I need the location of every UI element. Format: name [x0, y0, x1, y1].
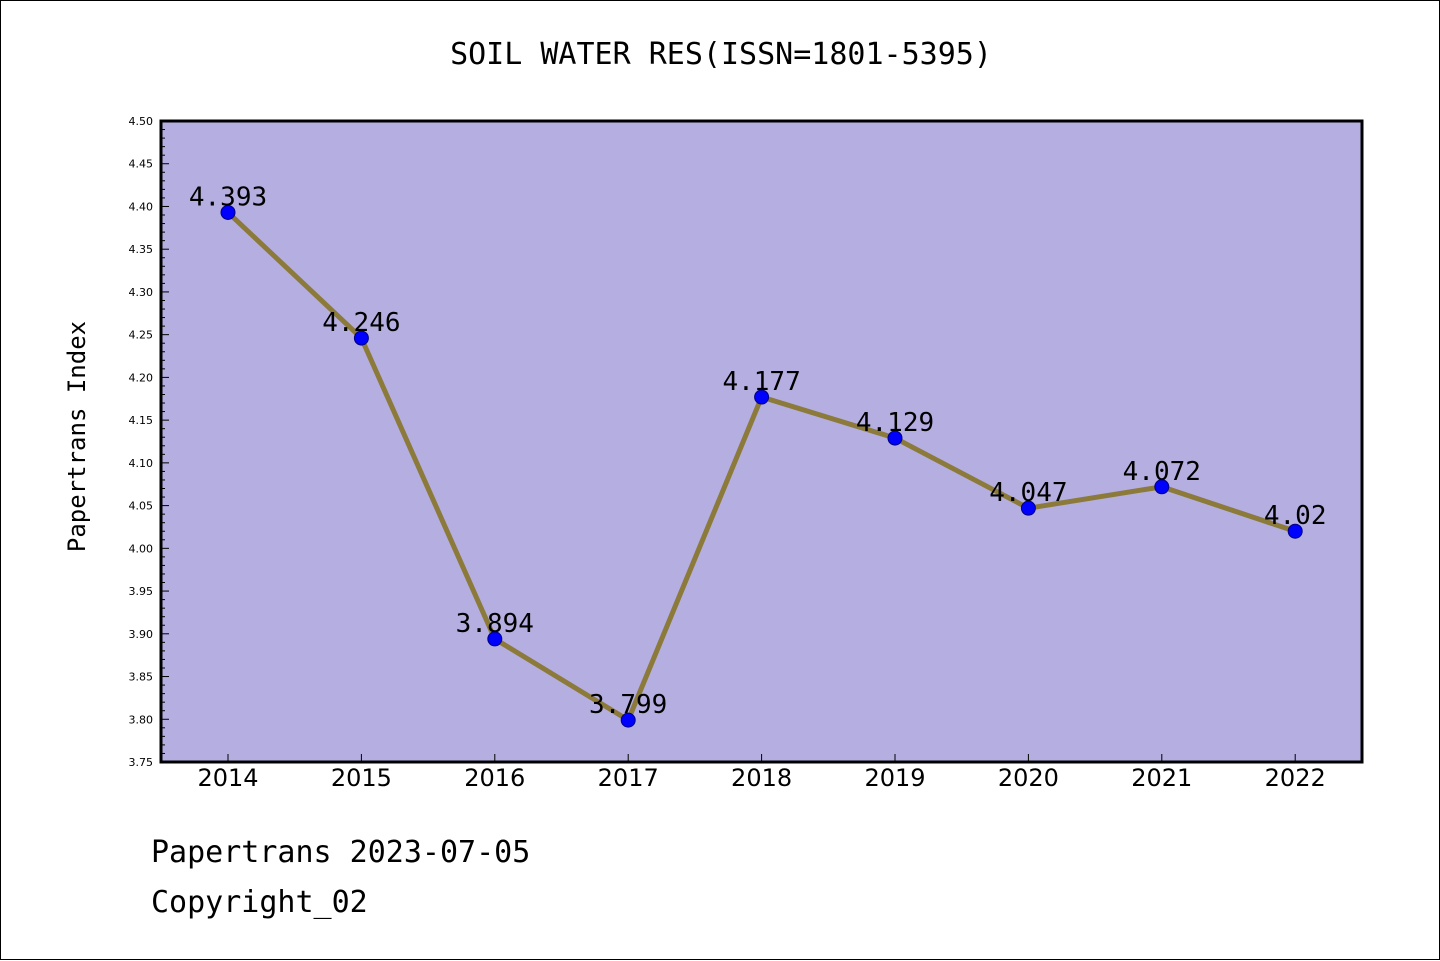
data-point	[1287, 523, 1303, 539]
data-label: 3.894	[456, 609, 534, 639]
data-point	[1020, 500, 1036, 516]
y-tick-label: 4.00	[129, 542, 154, 555]
data-point	[887, 430, 903, 446]
y-tick-label: 3.95	[129, 585, 154, 598]
y-tick-label: 4.35	[129, 243, 154, 256]
x-tick-label: 2015	[331, 764, 392, 792]
y-tick-label: 4.50	[129, 115, 154, 128]
y-tick-label: 3.85	[129, 671, 154, 684]
x-tick-label: 2016	[464, 764, 525, 792]
data-labels: 4.393 4.246 3.894 3.799 4.177 4.129 4.047 4.072…	[189, 182, 1327, 720]
data-point	[754, 389, 770, 405]
footer-date: Papertrans 2023-07-05	[151, 835, 531, 870]
x-tick-label: 2019	[864, 764, 925, 792]
data-label: 4.246	[322, 308, 400, 338]
y-tick-label: 3.75	[129, 756, 154, 769]
data-label: 4.072	[1123, 457, 1201, 487]
y-tick-label: 4.15	[129, 414, 154, 427]
data-point	[1154, 479, 1170, 495]
x-tick-label: 2017	[598, 764, 659, 792]
y-tick-label: 4.20	[129, 371, 154, 384]
data-label: 4.129	[856, 408, 934, 438]
x-tick-label: 2022	[1265, 764, 1326, 792]
x-tick-label: 2020	[998, 764, 1059, 792]
data-point	[620, 712, 636, 728]
y-tick-label: 4.30	[129, 286, 154, 299]
data-point	[353, 330, 369, 346]
chart-title: SOIL WATER RES(ISSN=1801-5395)	[450, 37, 992, 72]
data-label: 4.177	[722, 367, 800, 397]
x-tick-label: 2018	[731, 764, 792, 792]
plot-border	[159, 119, 1364, 764]
data-label: 4.047	[989, 478, 1067, 508]
markers	[220, 204, 1303, 728]
y-tick-label: 3.90	[129, 628, 154, 641]
y-axis-label: Papertrans Index	[63, 321, 91, 552]
x-tick-label: 2021	[1131, 764, 1192, 792]
data-point	[487, 631, 503, 647]
x-tick-label: 2014	[197, 764, 258, 792]
data-label: 4.393	[189, 182, 267, 212]
data-label: 4.02	[1264, 501, 1327, 531]
data-label: 3.799	[589, 690, 667, 720]
y-tick-label: 4.40	[129, 200, 154, 213]
footer-copyright: Copyright_02	[151, 885, 368, 920]
y-axis: 3.75 3.80 3.85 3.90 3.95 4.00 4.05 4.10 4.15 4.20…	[129, 115, 169, 769]
y-tick-label: 4.25	[129, 329, 154, 342]
y-tick-label: 4.05	[129, 500, 154, 513]
plot-area	[161, 121, 1362, 762]
y-tick-label: 4.10	[129, 457, 154, 470]
y-tick-label: 4.45	[129, 158, 154, 171]
data-point	[220, 204, 236, 220]
y-tick-label: 3.80	[129, 713, 154, 726]
